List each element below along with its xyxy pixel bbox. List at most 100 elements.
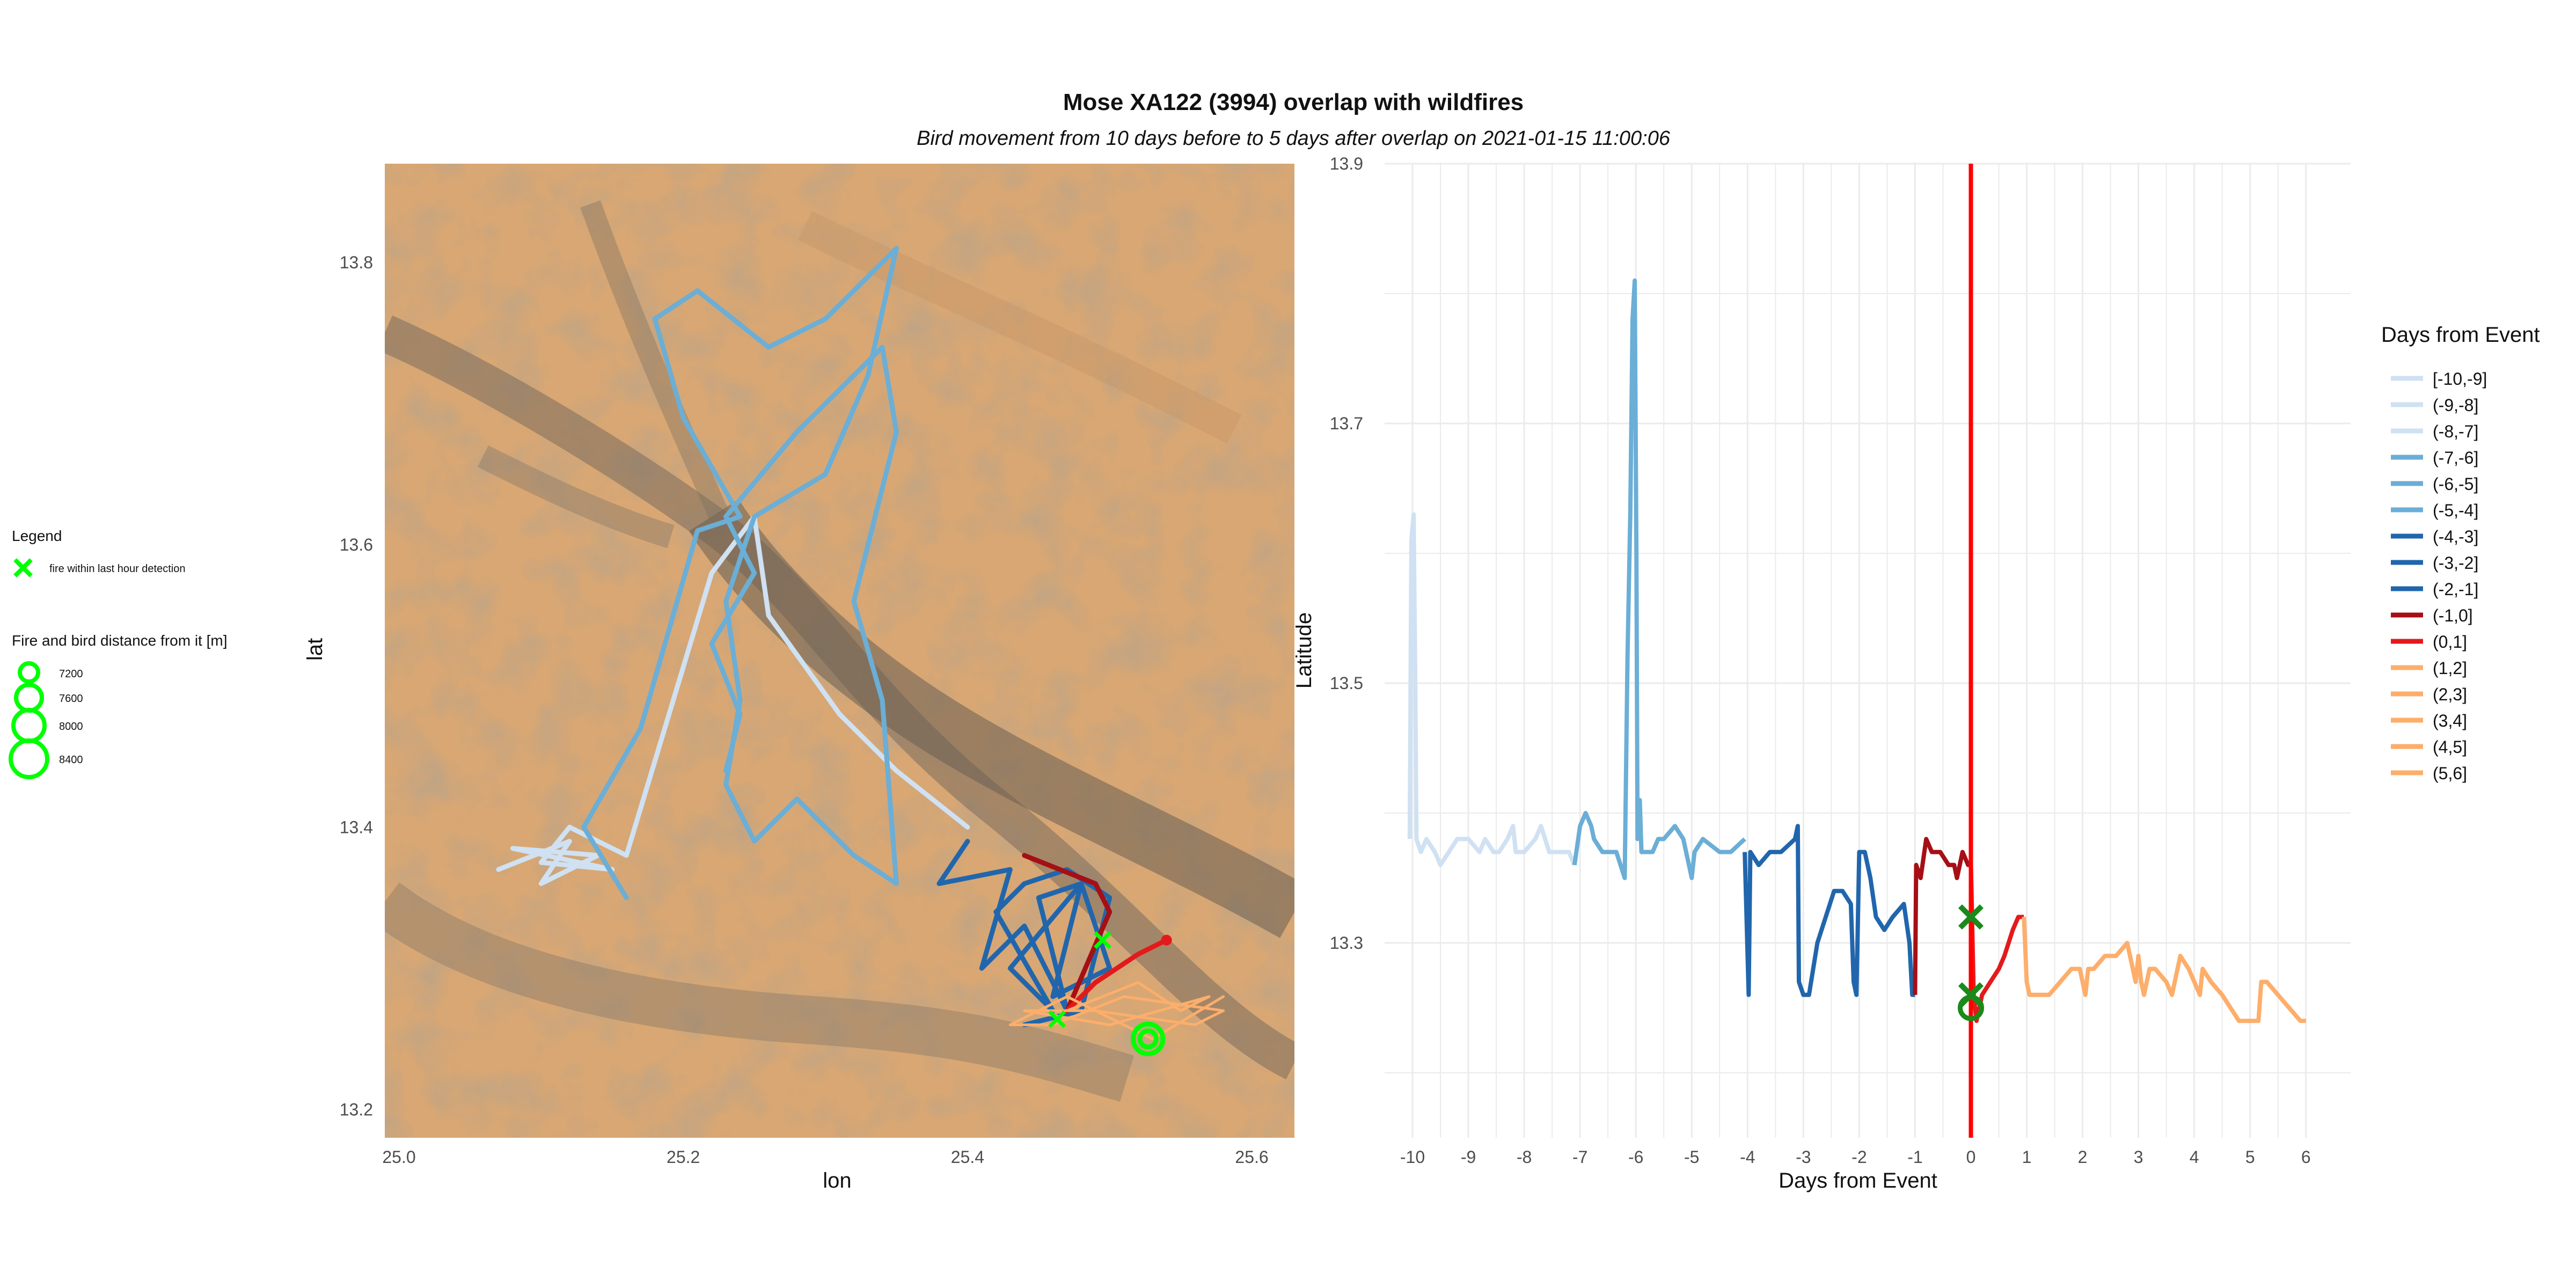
latitude-series-1 bbox=[1572, 278, 1746, 880]
right-x-tick-0: -10 bbox=[1400, 1147, 1425, 1167]
latitude-series-2 bbox=[1743, 824, 1915, 997]
chart-subtitle: Bird movement from 10 days before to 5 d… bbox=[917, 127, 1671, 150]
days-legend-label: (4,5] bbox=[2433, 737, 2467, 757]
map-fire-marker-1 bbox=[1048, 1010, 1066, 1028]
right-x-tick-11: 1 bbox=[2022, 1147, 2032, 1167]
right-x-tick-3: -7 bbox=[1572, 1147, 1587, 1167]
map-track-4 bbox=[1064, 938, 1169, 1013]
map-y-tick-2: 13.6 bbox=[340, 535, 373, 554]
days-legend-item: (-8,-7] bbox=[2391, 422, 2478, 441]
right-x-tick-6: -4 bbox=[1740, 1147, 1755, 1167]
days-legend-label: [-10,-9] bbox=[2433, 369, 2487, 389]
right-fire-marker-2 bbox=[1957, 994, 1984, 1021]
right-fire-marker-0 bbox=[1958, 904, 1984, 930]
right-x-tick-1: -9 bbox=[1461, 1147, 1476, 1167]
size-key-2-label: 7600 bbox=[59, 693, 83, 705]
days-legend-item: (2,3] bbox=[2391, 685, 2467, 704]
days-legend-label: (0,1] bbox=[2433, 632, 2467, 652]
days-legend-label: (-3,-2] bbox=[2433, 553, 2478, 573]
right-x-tick-5: -5 bbox=[1684, 1147, 1699, 1167]
days-legend-label: (-1,0] bbox=[2433, 606, 2473, 625]
days-legend-label: (1,2] bbox=[2433, 658, 2467, 678]
days-legend-label: (-5,-4] bbox=[2433, 501, 2478, 520]
days-legend-item: (0,1] bbox=[2391, 632, 2467, 652]
map-fire-marker-0 bbox=[1093, 931, 1111, 949]
right-x-tick-15: 5 bbox=[2245, 1147, 2255, 1167]
days-legend-label: (-8,-7] bbox=[2433, 422, 2478, 441]
map-panel: 25.0 25.2 25.4 25.6 13.2 13.4 13.6 13.8 lon lat bbox=[303, 164, 1294, 1192]
fire-legend-key bbox=[13, 558, 33, 577]
map-x-axis-label: lon bbox=[823, 1169, 851, 1192]
days-legend-item: [-10,-9] bbox=[2391, 369, 2487, 389]
size-key-1-label: 7200 bbox=[59, 668, 83, 680]
map-x-tick-1: 25.2 bbox=[667, 1147, 700, 1167]
days-legend-label: (-7,-6] bbox=[2433, 448, 2478, 467]
map-x-tick-0: 25.0 bbox=[382, 1147, 415, 1167]
right-x-tick-10: 0 bbox=[1966, 1147, 1976, 1167]
right-x-tick-8: -2 bbox=[1851, 1147, 1867, 1167]
days-legend-item: (1,2] bbox=[2391, 658, 2467, 678]
right-x-tick-4: -6 bbox=[1628, 1147, 1643, 1167]
fire-legend-label: fire within last hour detection bbox=[49, 563, 185, 575]
right-x-tick-7: -3 bbox=[1796, 1147, 1811, 1167]
right-x-tick-9: -1 bbox=[1907, 1147, 1922, 1167]
map-y-axis-label: lat bbox=[303, 638, 327, 661]
days-legend-label: (-2,-1] bbox=[2433, 580, 2478, 599]
right-x-tick-2: -8 bbox=[1517, 1147, 1532, 1167]
days-legend-item: (-2,-1] bbox=[2391, 580, 2478, 599]
latitude-series-5 bbox=[2022, 917, 2306, 1023]
size-key-3 bbox=[11, 708, 47, 743]
map-track-1 bbox=[581, 246, 899, 901]
map-track-end-4 bbox=[1161, 934, 1172, 946]
days-legend-item: (4,5] bbox=[2391, 737, 2467, 757]
right-y-tick-1: 13.5 bbox=[1330, 674, 1363, 693]
map-track-5 bbox=[1008, 981, 1225, 1041]
days-legend-item: (-4,-3] bbox=[2391, 527, 2478, 546]
days-legend-item: (-1,0] bbox=[2391, 606, 2473, 625]
right-x-tick-13: 3 bbox=[2134, 1147, 2143, 1167]
map-y-tick-1: 13.4 bbox=[340, 817, 373, 837]
map-track-0 bbox=[496, 514, 970, 886]
size-key-3-label: 8000 bbox=[59, 721, 83, 733]
latitude-panel: -10 -9 -8 -7 -6 -5 -4 -3 -2 -1 0 1 2 3 4 5 613.313.513.7… bbox=[1292, 154, 2351, 1192]
size-key-4-label: 8400 bbox=[59, 754, 83, 766]
days-legend-item: (-3,-2] bbox=[2391, 553, 2478, 573]
days-legend-label: (2,3] bbox=[2433, 685, 2467, 704]
days-legend-label: (-4,-3] bbox=[2433, 527, 2478, 546]
days-legend-item: (-5,-4] bbox=[2391, 501, 2478, 520]
days-legend-label: (3,4] bbox=[2433, 711, 2467, 730]
latitude-series-4 bbox=[1968, 865, 2024, 1023]
map-x-tick-2: 25.4 bbox=[951, 1147, 984, 1167]
days-legend-label: (-6,-5] bbox=[2433, 474, 2478, 494]
size-legend-title: Fire and bird distance from it [m] bbox=[12, 632, 227, 649]
size-key-2 bbox=[14, 683, 44, 713]
days-legend: Days from Event [-10,-9] (-9,-8] (-8,-7] (-… bbox=[2381, 323, 2540, 783]
days-legend-label: (-9,-8] bbox=[2433, 396, 2478, 415]
right-x-tick-14: 4 bbox=[2190, 1147, 2199, 1167]
days-legend-label: (5,6] bbox=[2433, 764, 2467, 783]
days-legend-item: (-6,-5] bbox=[2391, 474, 2478, 494]
map-y-tick-3: 13.8 bbox=[340, 253, 373, 272]
days-legend-item: (5,6] bbox=[2391, 764, 2467, 783]
map-track-2 bbox=[936, 839, 1113, 1028]
right-y-tick-0: 13.3 bbox=[1330, 933, 1363, 953]
latitude-series-0 bbox=[1407, 512, 1577, 867]
days-legend-item: (-7,-6] bbox=[2391, 448, 2478, 467]
right-y-tick-2: 13.7 bbox=[1330, 414, 1363, 433]
days-legend-item: (3,4] bbox=[2391, 711, 2467, 730]
legend-title: Legend bbox=[12, 528, 62, 544]
latitude-series-3 bbox=[1913, 837, 1971, 995]
days-legend-title: Days from Event bbox=[2381, 323, 2540, 347]
size-key-1 bbox=[18, 661, 40, 684]
days-legend-item: (-9,-8] bbox=[2391, 396, 2478, 415]
right-y-tick-3: 13.9 bbox=[1330, 154, 1363, 173]
size-key-4 bbox=[9, 738, 49, 779]
map-y-tick-0: 13.2 bbox=[340, 1100, 373, 1119]
right-x-axis-label: Days from Event bbox=[1779, 1169, 1937, 1192]
map-distance-circle-1 bbox=[1137, 1028, 1159, 1050]
map-distance-circle-0 bbox=[1130, 1021, 1166, 1057]
chart-title: Mose XA122 (3994) overlap with wildfires bbox=[1063, 89, 1524, 115]
right-x-tick-16: 6 bbox=[2301, 1147, 2311, 1167]
satellite-background bbox=[385, 164, 1294, 1138]
